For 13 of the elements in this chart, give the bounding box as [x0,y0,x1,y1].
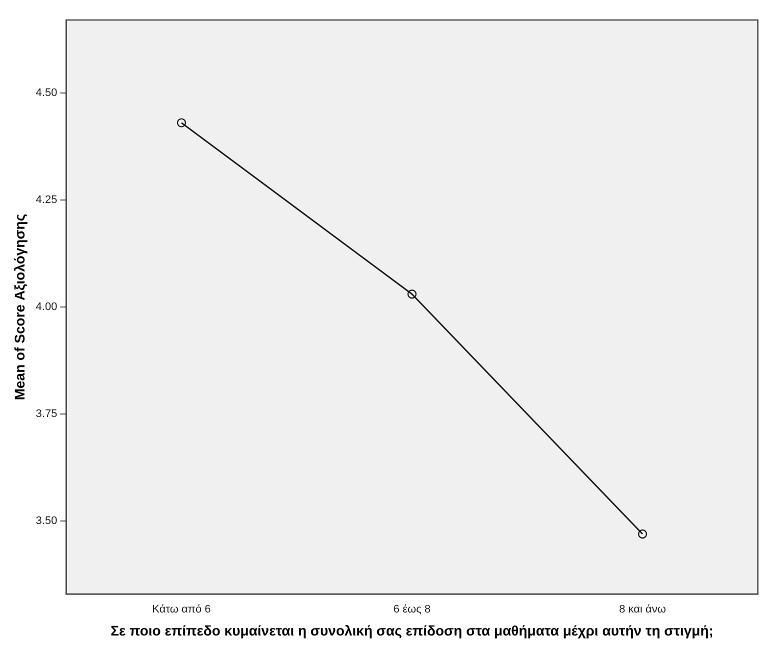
point [638,529,648,539]
y-tick-label: 4.25 [36,194,58,206]
y-tick-label: 3.75 [36,408,58,420]
y-tick-label: 4.00 [36,301,58,314]
point [176,118,186,128]
y-tick-label: 3.50 [36,515,58,528]
y-axis-title: Mean of Score Αξιολόγησης [11,214,28,400]
point [407,290,417,299]
x-tick-label: Κάτω από 6 [152,604,211,616]
y-tick-label: 4.50 [36,86,58,99]
x-axis-title: Σε ποιο επίπεδο κυμαίνεται η συνολική σας επίδοση στα μαθήματα μέχρι αυτήν τη στιγμή; [110,622,714,638]
x-tick-label: 8 και άνω [619,604,666,616]
x-tick-label: 6 έως 8 [393,604,431,616]
